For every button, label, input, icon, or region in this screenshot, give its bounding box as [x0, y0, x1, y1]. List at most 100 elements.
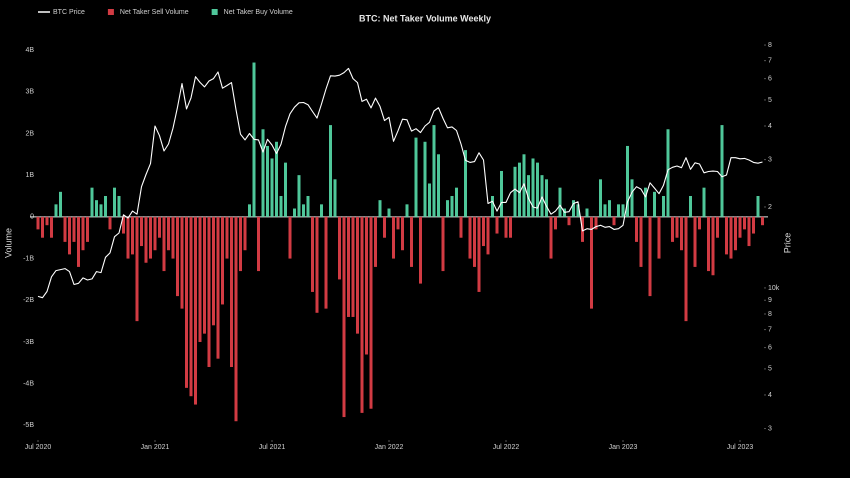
bar — [239, 216, 242, 272]
bar — [180, 216, 184, 309]
y2-tick-label: 7 — [768, 326, 772, 333]
y2-tick-label: 6 — [768, 75, 772, 82]
bar — [230, 216, 233, 368]
y-tick-label: 1B — [25, 172, 34, 179]
bar — [162, 216, 166, 272]
bar — [693, 216, 697, 267]
bar — [185, 216, 188, 388]
y2-tick-label: 5 — [768, 97, 772, 104]
bar — [72, 216, 76, 242]
bar — [594, 216, 598, 230]
bar — [338, 216, 341, 280]
bar — [639, 216, 643, 267]
bar — [459, 216, 463, 238]
bar — [491, 196, 494, 217]
bar — [509, 216, 512, 238]
y2-tick-label: 4 — [768, 392, 772, 399]
bar — [212, 216, 215, 326]
bar — [419, 216, 422, 284]
bar — [356, 216, 359, 334]
bar — [572, 200, 575, 217]
bar — [122, 216, 125, 234]
bar — [653, 191, 656, 217]
bar — [311, 216, 314, 292]
bar — [486, 216, 490, 255]
bar — [315, 216, 319, 313]
bar — [702, 187, 706, 217]
bar — [630, 179, 634, 217]
bar — [99, 204, 103, 217]
bar — [518, 162, 521, 217]
y-tick-label: 3B — [25, 89, 34, 96]
bar — [225, 216, 229, 259]
bar — [351, 216, 355, 317]
bar — [140, 216, 143, 247]
bar — [216, 216, 220, 359]
bar — [455, 187, 458, 217]
y2-tick-label: 10k — [768, 285, 780, 292]
bar — [342, 216, 346, 418]
bar — [680, 216, 683, 251]
y-axis-title: Volume — [3, 228, 13, 258]
bar — [135, 216, 139, 322]
bar — [446, 200, 449, 217]
y-tick-label: -5B — [23, 422, 34, 429]
y-tick-label: -1B — [23, 255, 34, 262]
bar — [396, 216, 400, 230]
bar — [675, 216, 679, 238]
bar — [662, 196, 665, 217]
bar — [144, 216, 148, 263]
bar — [554, 216, 557, 230]
bar — [531, 158, 535, 217]
y2-tick-label: 3 — [768, 425, 772, 432]
y2-tick-label: 9 — [768, 297, 772, 304]
bar — [729, 216, 733, 259]
bar — [158, 216, 161, 238]
bar — [747, 216, 751, 247]
x-tick-label: Jan 2021 — [141, 444, 170, 451]
bar — [621, 204, 625, 217]
price-line — [37, 67, 763, 299]
legend-swatch — [107, 9, 114, 15]
y2-tick-label: 6 — [768, 344, 772, 351]
y-tick-label: -3B — [23, 339, 34, 346]
bar — [293, 208, 296, 217]
bar — [761, 216, 764, 226]
bar — [558, 187, 562, 217]
y2-tick-label: 8 — [768, 42, 772, 49]
bar — [567, 216, 571, 226]
bar — [378, 200, 382, 217]
bar — [716, 216, 719, 238]
bar — [153, 216, 157, 251]
bar — [221, 216, 224, 305]
bar — [108, 216, 112, 230]
bar — [243, 216, 247, 251]
bar — [41, 216, 44, 238]
bar — [95, 200, 98, 217]
legend-label: BTC Price — [53, 9, 85, 16]
bar — [279, 196, 283, 217]
bar — [86, 216, 89, 242]
bar — [513, 166, 517, 217]
bar — [711, 216, 715, 276]
bar — [59, 191, 62, 217]
bar — [266, 145, 269, 217]
bar — [428, 183, 431, 217]
x-tick-label: Jul 2020 — [25, 444, 52, 451]
bar — [176, 216, 179, 297]
x-tick-label: Jul 2022 — [493, 444, 520, 451]
bar — [63, 216, 67, 242]
bar — [527, 175, 530, 217]
bar — [576, 204, 580, 217]
bar — [504, 216, 508, 238]
bar — [387, 208, 391, 217]
bar — [77, 216, 80, 267]
x-tick-label: Jul 2023 — [727, 444, 754, 451]
bar — [81, 216, 85, 251]
bar — [617, 204, 620, 217]
bar — [648, 216, 652, 297]
bar — [707, 216, 710, 272]
y-tick-label: -2B — [23, 297, 34, 304]
bar — [536, 162, 539, 217]
